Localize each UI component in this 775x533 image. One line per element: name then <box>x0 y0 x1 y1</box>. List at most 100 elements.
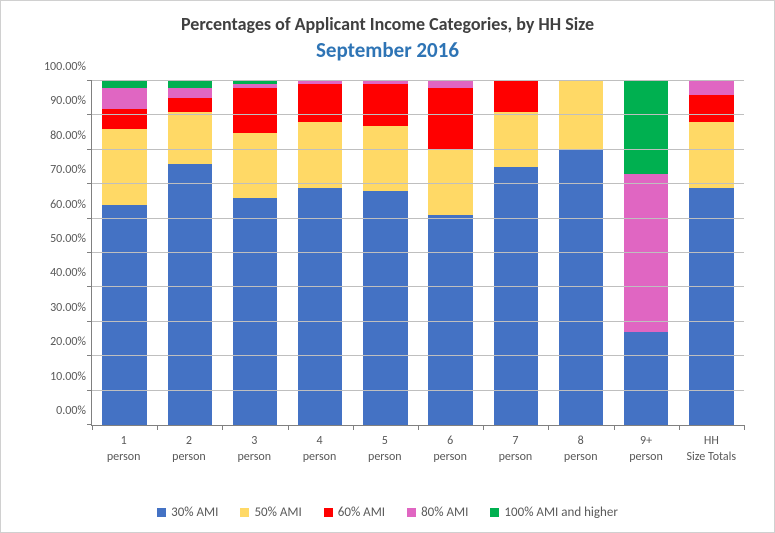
bars-container <box>92 81 744 425</box>
stacked-bar <box>689 81 733 425</box>
bar-segment <box>168 88 212 98</box>
legend-label: 100% AMI and higher <box>504 505 617 520</box>
gridline <box>92 114 744 115</box>
stacked-bar <box>494 81 538 425</box>
y-axis-label: 20.00% <box>50 335 92 349</box>
bar-segment <box>624 174 668 332</box>
x-axis-category-label: 2person <box>156 426 221 476</box>
legend: 30% AMI 50% AMI 60% AMI 80% AMI 100% AMI and… <box>1 505 774 520</box>
stacked-bar <box>624 81 668 425</box>
bar-slot <box>679 81 744 425</box>
bar-segment <box>363 126 407 191</box>
stacked-bar <box>559 81 603 425</box>
bar-slot <box>418 81 483 425</box>
gridline <box>92 390 744 391</box>
legend-swatch <box>157 508 166 517</box>
y-axis-label: 10.00% <box>50 370 92 384</box>
x-axis-category-label: 8person <box>548 426 613 476</box>
y-axis-label: 50.00% <box>50 232 92 246</box>
bar-segment <box>363 84 407 125</box>
x-axis-category-label: 3person <box>222 426 287 476</box>
legend-swatch <box>490 508 499 517</box>
bar-segment <box>102 205 146 425</box>
chart-subtitle: September 2016 <box>1 37 774 63</box>
legend-label: 50% AMI <box>254 505 301 520</box>
legend-swatch <box>407 508 416 517</box>
x-axis-category-label: 6person <box>417 426 482 476</box>
stacked-bar <box>168 81 212 425</box>
bar-segment <box>559 81 603 150</box>
legend-label: 60% AMI <box>338 505 385 520</box>
legend-swatch <box>324 508 333 517</box>
bar-slot <box>614 81 679 425</box>
bar-segment <box>494 81 538 112</box>
bar-segment <box>168 81 212 88</box>
gridline <box>92 286 744 287</box>
x-axis-labels: 1person2person3person4person5person6pers… <box>91 426 744 476</box>
bar-slot <box>288 81 353 425</box>
x-axis-category-label: 5person <box>352 426 417 476</box>
bar-slot <box>157 81 222 425</box>
y-tick <box>87 218 92 219</box>
y-axis-label: 0.00% <box>56 404 92 418</box>
y-axis-label: 100.00% <box>44 60 92 74</box>
bar-slot <box>353 81 418 425</box>
bar-segment <box>428 81 472 88</box>
bar-segment <box>168 98 212 112</box>
legend-label: 80% AMI <box>421 505 468 520</box>
x-axis-category-label: 1person <box>91 426 156 476</box>
y-tick <box>87 149 92 150</box>
bar-segment <box>102 81 146 88</box>
y-tick <box>87 80 92 81</box>
bar-segment <box>689 95 733 123</box>
gridline <box>92 183 744 184</box>
y-tick <box>87 355 92 356</box>
chart-area: 0.00%10.00%20.00%30.00%40.00%50.00%60.00… <box>21 81 754 476</box>
y-tick <box>87 114 92 115</box>
y-axis-label: 70.00% <box>50 163 92 177</box>
y-tick <box>87 321 92 322</box>
y-tick <box>87 390 92 391</box>
y-tick <box>87 286 92 287</box>
gridline <box>92 355 744 356</box>
stacked-bar <box>298 81 342 425</box>
x-tick <box>744 425 745 430</box>
bar-segment <box>102 109 146 130</box>
bar-segment <box>168 112 212 164</box>
stacked-bar <box>428 81 472 425</box>
legend-label: 30% AMI <box>171 505 218 520</box>
chart-title: Percentages of Applicant Income Categori… <box>1 13 774 35</box>
legend-item: 100% AMI and higher <box>490 505 617 520</box>
y-tick <box>87 183 92 184</box>
stacked-bar <box>233 81 277 425</box>
gridline <box>92 80 744 81</box>
bar-segment <box>233 88 277 133</box>
bar-segment <box>168 164 212 425</box>
gridline <box>92 321 744 322</box>
bar-slot <box>483 81 548 425</box>
bar-slot <box>222 81 287 425</box>
bar-segment <box>428 88 472 150</box>
y-axis-label: 60.00% <box>50 198 92 212</box>
bar-segment <box>298 122 342 187</box>
legend-swatch <box>240 508 249 517</box>
gridline <box>92 218 744 219</box>
bar-slot <box>548 81 613 425</box>
y-axis-label: 90.00% <box>50 94 92 108</box>
bar-segment <box>624 81 668 174</box>
bar-segment <box>494 167 538 425</box>
x-axis-category-label: 4person <box>287 426 352 476</box>
bar-segment <box>102 88 146 109</box>
legend-item: 50% AMI <box>240 505 301 520</box>
y-axis-label: 40.00% <box>50 266 92 280</box>
legend-item: 80% AMI <box>407 505 468 520</box>
legend-item: 30% AMI <box>157 505 218 520</box>
bar-segment <box>102 129 146 205</box>
bar-segment <box>233 133 277 198</box>
stacked-bar <box>102 81 146 425</box>
plot-area: 0.00%10.00%20.00%30.00%40.00%50.00%60.00… <box>91 81 744 426</box>
bar-segment <box>298 84 342 122</box>
y-axis-label: 80.00% <box>50 129 92 143</box>
y-tick <box>87 252 92 253</box>
bar-segment <box>559 150 603 425</box>
